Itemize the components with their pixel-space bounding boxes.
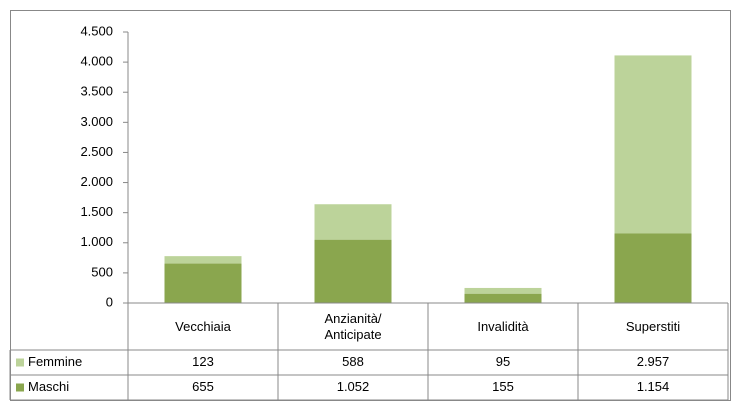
bar-segment (314, 204, 392, 240)
bar-segment (464, 293, 542, 303)
y-tick-label: 3.000 (80, 114, 113, 129)
y-tick-label: 4.500 (80, 23, 113, 38)
legend-key (16, 358, 24, 367)
y-tick-label: 500 (91, 264, 113, 279)
bar-segment (314, 239, 392, 303)
category-label: Superstiti (625, 318, 681, 334)
bar-segment (164, 263, 242, 303)
category-label: Invalidità (477, 318, 529, 334)
bar-segment (464, 287, 542, 294)
bar-segment (614, 55, 692, 234)
table-value: 1.052 (337, 379, 370, 394)
table-value: 588 (342, 354, 364, 369)
y-tick-label: 2.000 (80, 174, 113, 189)
bar-segment (614, 233, 692, 303)
y-tick-label: 2.500 (80, 144, 113, 159)
y-tick-label: 1.000 (80, 234, 113, 249)
table-value: 123 (192, 354, 214, 369)
y-tick-label: 1.500 (80, 204, 113, 219)
legend-label: Femmine (28, 354, 82, 369)
table-value: 95 (496, 354, 510, 369)
legend-key (16, 383, 24, 392)
bar-segment (164, 256, 242, 264)
table-value: 2.957 (637, 354, 670, 369)
table-value: 655 (192, 379, 214, 394)
table-value: 1.154 (637, 379, 670, 394)
legend-label: Maschi (28, 379, 69, 394)
table-value: 155 (492, 379, 514, 394)
category-label: Anzianità/ Anticipate (324, 310, 382, 342)
y-tick-label: 0 (106, 294, 113, 309)
y-tick-label: 4.000 (80, 54, 113, 69)
category-label: Vecchiaia (175, 318, 231, 334)
y-tick-label: 3.500 (80, 84, 113, 99)
